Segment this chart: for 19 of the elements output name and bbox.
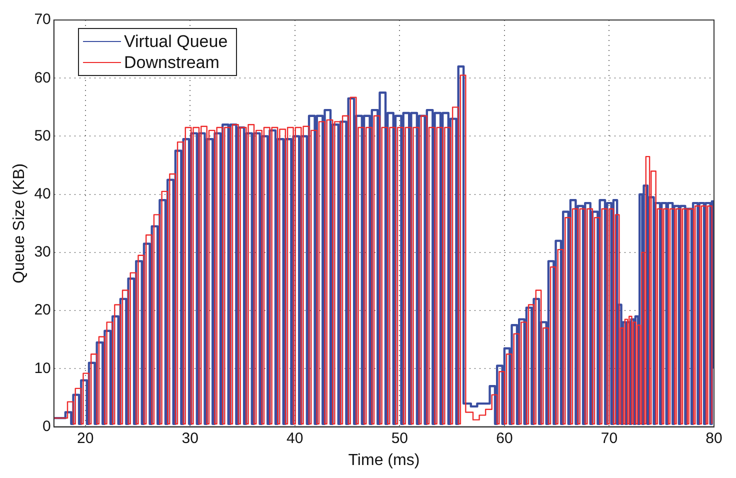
x-tick-label: 20 (76, 430, 94, 447)
x-tick-label: 80 (706, 430, 722, 447)
legend-label: Virtual Queue (124, 31, 228, 52)
y-tick-label: 20 (34, 302, 51, 319)
y-tick-label: 40 (34, 185, 51, 202)
legend-label: Downstream (124, 52, 220, 73)
x-tick-label: 30 (182, 430, 198, 447)
y-tick-label: 50 (34, 127, 51, 144)
x-tick-label: 70 (600, 430, 618, 447)
x-axis-title: Time (ms) (348, 452, 420, 469)
y-tick-label: 70 (34, 11, 51, 28)
y-axis-title: Queue Size (KB) (11, 163, 28, 284)
x-tick-label: 50 (391, 430, 408, 447)
y-tick-label: 0 (42, 418, 51, 435)
y-tick-label: 30 (34, 244, 51, 261)
x-tick-label: 40 (286, 430, 304, 447)
y-tick-label: 60 (34, 69, 51, 86)
y-tick-label: 10 (34, 360, 51, 377)
x-tick-label: 60 (496, 430, 513, 447)
